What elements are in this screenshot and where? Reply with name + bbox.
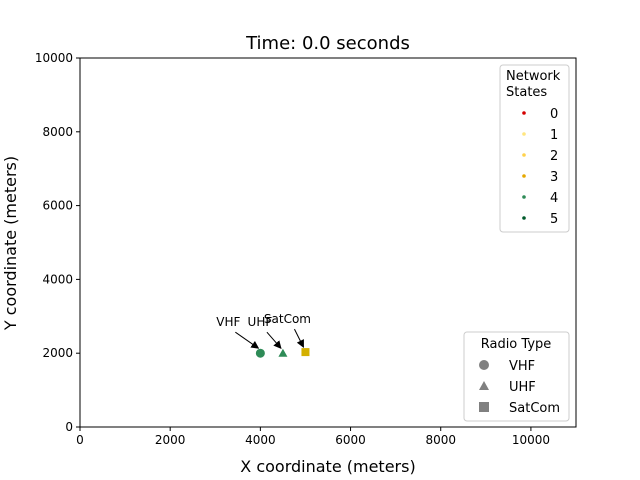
y-tick-label: 6000 [42,199,73,213]
y-axis-label: Y coordinate (meters) [1,156,20,331]
data-point-vhf [255,348,265,358]
x-axis-label: X coordinate (meters) [240,457,415,476]
legend-marker-uhf [479,381,489,390]
legend-swatch-2 [522,153,526,157]
annotation-vhf: VHF [216,315,240,329]
legend-entry-0: 0 [550,107,558,122]
legend-title: Radio Type [481,337,552,352]
data-point-uhf [278,348,288,357]
legend-title: States [506,85,547,100]
legend-entry-3: 3 [550,170,558,185]
legend-entry-4: 4 [550,191,558,206]
legend-entry-1: 1 [550,128,558,143]
x-tick-label: 2000 [155,433,186,447]
chart-title: Time: 0.0 seconds [245,33,410,54]
y-tick-label: 0 [65,420,73,434]
radio-type-legend [463,331,570,422]
annotation-arrow [266,331,282,349]
legend-swatch-1 [522,132,526,136]
axes-frame [79,57,577,428]
y-tick-label: 2000 [42,346,73,360]
y-tick-label: 4000 [42,272,73,286]
legend-entry-vhf: VHF [509,359,535,374]
y-tick-label: 8000 [42,125,73,139]
legend-swatch-4 [522,195,526,199]
x-tick-label: 0 [76,433,84,447]
x-tick-label: 6000 [335,433,366,447]
annotation-arrow [294,328,304,348]
x-tick-label: 8000 [425,433,456,447]
legend-entry-satcom: SatCom [509,401,560,416]
x-tick-label: 4000 [245,433,276,447]
annotation-arrow [235,331,260,349]
network-states-legend [499,64,570,233]
legend-entry-5: 5 [550,212,558,227]
annotation-satcom: SatCom [264,312,311,326]
data-point-satcom [301,348,310,357]
annotation-uhf: UHF [248,315,273,329]
y-tick-label: 10000 [35,51,73,65]
legend-entry-2: 2 [550,149,558,164]
legend-entry-uhf: UHF [509,380,536,395]
legend-marker-vhf [479,360,489,370]
x-tick-label: 10000 [512,433,550,447]
legend-marker-satcom [479,402,489,412]
legend-swatch-5 [522,216,526,220]
legend-swatch-3 [522,174,526,178]
plot-area: 0 2000 4000 6000 8000 10000 0 2000 4000 6000 8000 1… [35,51,577,447]
legend-title: Network [506,69,561,84]
legend-swatch-0 [522,111,526,115]
